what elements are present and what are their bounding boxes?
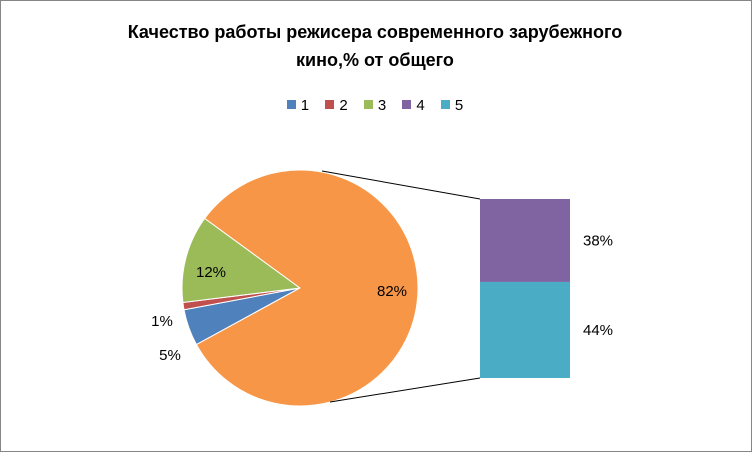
legend-item-3: 3 (363, 96, 387, 114)
pie-label-other: 82% (377, 283, 407, 300)
legend-label-3: 3 (377, 96, 387, 114)
pie-slice-3 (181, 217, 302, 304)
chart-title: Качество работы режисера современного за… (0, 18, 750, 74)
bar-label-5: 44% (583, 322, 613, 339)
legend-item-2: 2 (325, 96, 348, 114)
legend-label-5: 5 (454, 96, 464, 114)
legend: 1 2 3 4 5 (0, 96, 750, 114)
pie-slice-other (195, 169, 419, 407)
pie-slices (181, 169, 419, 407)
bar-label-4: 38% (583, 232, 613, 249)
chart-title-line-1: Качество работы режисера современного за… (127, 22, 623, 42)
legend-label-2: 2 (339, 96, 348, 114)
connector-line-top (321, 170, 481, 200)
connector-lines (321, 170, 481, 403)
legend-label-4: 4 (416, 96, 425, 114)
connector-line-bottom (329, 377, 481, 403)
legend-swatch-1 (286, 100, 296, 110)
bar-segment-5 (480, 281, 570, 378)
bar-stack (480, 199, 570, 378)
legend-swatch-5 (440, 100, 450, 110)
legend-swatch-3 (363, 100, 373, 110)
bar-segment-4 (480, 199, 570, 282)
chart-title-line-2: кино,% от общего (296, 50, 454, 70)
legend-label-1: 1 (300, 96, 310, 114)
legend-item-5: 5 (440, 96, 464, 114)
legend-item-1: 1 (286, 96, 310, 114)
legend-swatch-2 (325, 100, 335, 110)
pie-label-5: 5% (159, 347, 181, 364)
pie-label-2: 1% (151, 313, 173, 330)
pie-label-3: 12% (196, 264, 226, 281)
legend-swatch-4 (402, 100, 412, 110)
legend-item-4: 4 (402, 96, 425, 114)
data-labels: 5% 1% 12% 82% 38% 44% (151, 232, 613, 364)
